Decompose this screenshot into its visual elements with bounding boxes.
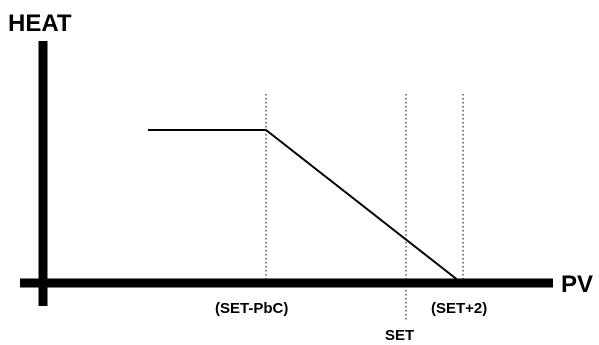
set-label: SET: [385, 327, 414, 344]
x-axis-label: PV: [561, 271, 593, 298]
heat-output-curve: [148, 129, 460, 282]
set-minus-pbc-label: (SET-PbC): [215, 300, 288, 317]
y-axis-label: HEAT: [8, 10, 72, 37]
set-plus-2-label: (SET+2): [431, 300, 487, 317]
